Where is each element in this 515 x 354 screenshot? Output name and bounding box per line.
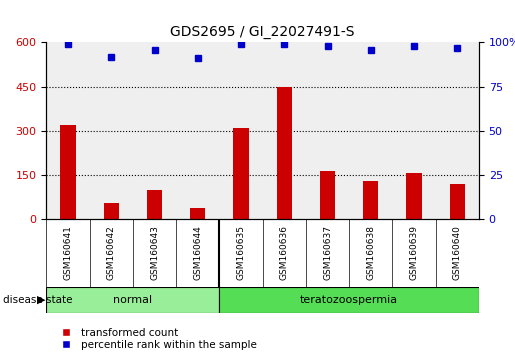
Legend: transformed count, percentile rank within the sample: transformed count, percentile rank withi… — [52, 324, 261, 354]
Bar — [147, 190, 162, 219]
Bar — [133, 42, 176, 219]
Bar — [320, 171, 335, 219]
Bar — [306, 42, 349, 219]
Text: GSM160638: GSM160638 — [366, 225, 375, 280]
Text: GSM160640: GSM160640 — [453, 225, 462, 280]
Text: GSM160639: GSM160639 — [409, 225, 419, 280]
Bar — [190, 208, 205, 219]
Bar — [219, 287, 479, 313]
Text: normal: normal — [113, 295, 152, 305]
Text: GSM160635: GSM160635 — [236, 225, 246, 280]
Text: GSM160636: GSM160636 — [280, 225, 289, 280]
Bar — [90, 42, 133, 219]
Bar — [363, 181, 379, 219]
Bar — [233, 128, 249, 219]
Text: teratozoospermia: teratozoospermia — [300, 295, 398, 305]
Text: GSM160644: GSM160644 — [193, 225, 202, 280]
Bar — [263, 42, 306, 219]
Text: GSM160643: GSM160643 — [150, 225, 159, 280]
Text: GSM160642: GSM160642 — [107, 225, 116, 280]
Text: ▶: ▶ — [37, 295, 45, 305]
Text: GSM160641: GSM160641 — [63, 225, 73, 280]
Bar — [104, 203, 119, 219]
Bar — [277, 87, 292, 219]
Text: GSM160637: GSM160637 — [323, 225, 332, 280]
Text: disease state: disease state — [3, 295, 72, 305]
Bar — [46, 42, 90, 219]
Bar — [349, 42, 392, 219]
Bar — [46, 287, 219, 313]
Bar — [176, 42, 219, 219]
Bar — [392, 42, 436, 219]
Bar — [406, 173, 422, 219]
Bar — [436, 42, 479, 219]
Bar — [450, 184, 465, 219]
Bar — [219, 42, 263, 219]
Bar — [60, 125, 76, 219]
Title: GDS2695 / GI_22027491-S: GDS2695 / GI_22027491-S — [170, 25, 355, 39]
